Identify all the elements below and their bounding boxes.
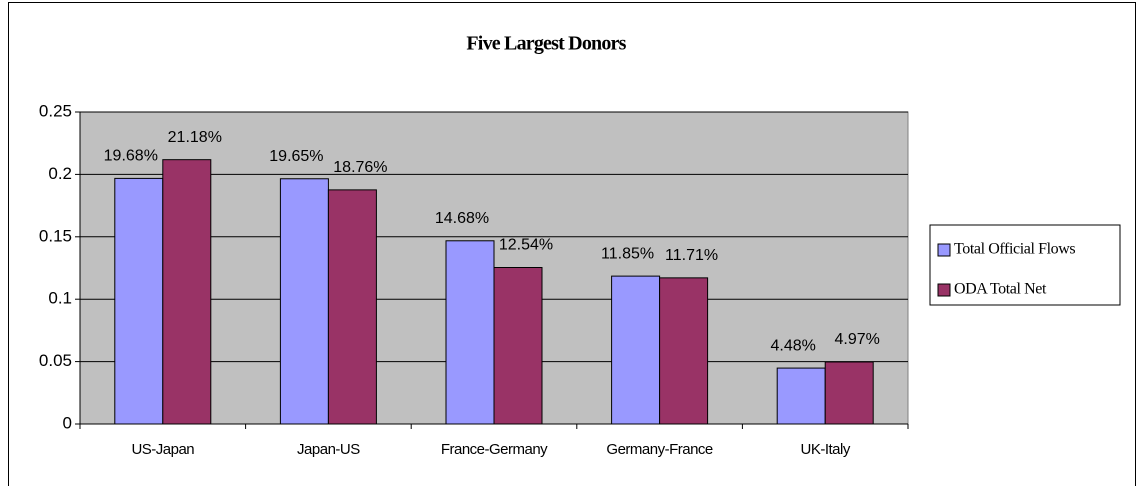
bar bbox=[659, 277, 709, 425]
y-tick-label: 0.25 bbox=[39, 101, 72, 120]
data-label: 11.71% bbox=[665, 247, 718, 264]
bar bbox=[493, 267, 543, 425]
y-tick-label: 0.2 bbox=[48, 164, 72, 183]
legend-box bbox=[929, 224, 1121, 306]
data-label: 19.65% bbox=[269, 148, 323, 165]
data-label: 14.68% bbox=[435, 210, 489, 227]
y-tick-label: 0.15 bbox=[39, 226, 72, 245]
data-label: 12.54% bbox=[499, 237, 553, 254]
bar bbox=[824, 361, 874, 425]
y-tick-label: 0.05 bbox=[39, 351, 72, 370]
x-tick-label: UK-Italy bbox=[801, 441, 851, 458]
y-tick-label: 0.1 bbox=[48, 289, 72, 308]
bar bbox=[162, 159, 212, 425]
bar bbox=[114, 177, 164, 425]
x-tick-label: US-Japan bbox=[131, 441, 194, 458]
legend-label: ODA Total Net bbox=[954, 281, 1047, 298]
y-tick-label: 0 bbox=[63, 413, 72, 432]
data-label: 4.97% bbox=[835, 331, 880, 348]
data-label: 21.18% bbox=[168, 129, 222, 146]
legend-swatch bbox=[937, 283, 951, 297]
data-label: 19.68% bbox=[104, 148, 158, 165]
bar bbox=[776, 367, 826, 425]
data-label: 4.48% bbox=[771, 337, 816, 354]
x-tick-label: Japan-US bbox=[297, 441, 360, 458]
x-tick-label: Germany-France bbox=[606, 441, 713, 458]
bar bbox=[445, 240, 495, 425]
x-tick-label: France-Germany bbox=[441, 441, 548, 458]
chart-title: Five Largest Donors bbox=[466, 33, 626, 55]
bar bbox=[611, 275, 661, 425]
bar bbox=[279, 178, 329, 425]
bar bbox=[327, 189, 377, 425]
legend-swatch bbox=[937, 243, 951, 257]
legend-label: Total Official Flows bbox=[954, 241, 1075, 258]
data-label: 11.85% bbox=[601, 245, 654, 262]
data-label: 18.76% bbox=[333, 159, 387, 176]
